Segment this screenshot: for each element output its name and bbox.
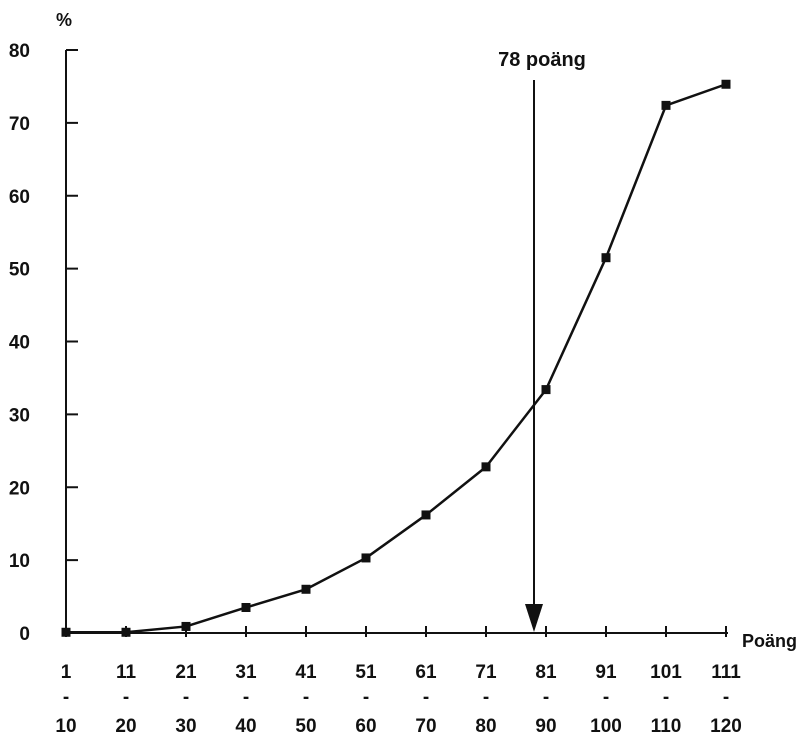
x-tick-label-dash: - [243,687,249,708]
y-tick-label: 70 [9,114,30,135]
x-tick-label-start: 11 [116,662,137,683]
x-tick-label-end: 80 [475,716,496,737]
x-tick-label-start: 21 [175,662,197,683]
data-point-marker [121,627,131,637]
x-tick-label-dash: - [183,687,189,708]
y-tick-label: 80 [9,41,30,62]
y-tick-label: 0 [19,624,30,645]
x-tick-label-dash: - [423,687,429,708]
data-point-marker [421,510,431,520]
x-axis-unit-label: Poäng [742,631,797,651]
x-tick-label-end: 10 [55,716,76,737]
data-point-marker [181,621,191,631]
x-tick-label-end: 110 [651,716,682,737]
x-tick-label-end: 100 [590,716,622,737]
x-tick-label-dash: - [303,687,309,708]
x-tick-label-start: 1 [61,662,72,683]
x-tick-label-dash: - [723,687,729,708]
x-tick-label-end: 90 [535,716,556,737]
x-tick-label-end: 50 [295,716,316,737]
x-tick-label-start: 71 [475,662,497,683]
x-tick-label-dash: - [363,687,369,708]
x-tick-label-end: 70 [415,716,436,737]
x-tick-label-dash: - [663,687,669,708]
x-tick-label-start: 91 [595,662,617,683]
x-tick-label-dash: - [483,687,489,708]
x-tick-label-start: 111 [711,662,741,683]
x-tick-label-start: 51 [355,662,377,683]
x-tick-label-end: 30 [175,716,196,737]
series-line [66,83,727,634]
data-point-marker [481,462,491,472]
y-tick-label: 60 [9,187,30,208]
x-tick-label-start: 101 [650,662,682,683]
x-tick-label-start: 41 [295,662,317,683]
annotation-label: 78 poäng [498,49,586,71]
x-tick-label-end: 40 [235,716,256,737]
data-point-marker [361,553,371,563]
annotation-arrowhead [525,604,543,632]
x-tick-label-dash: - [603,687,609,708]
data-point-marker [601,253,611,263]
y-axis-unit-label: % [56,10,72,30]
y-tick-label: 20 [9,478,30,499]
data-point-marker [541,385,551,395]
data-point-marker [721,79,731,89]
x-tick-label-end: 60 [355,716,376,737]
x-tick-label-end: 120 [710,716,742,737]
x-tick-label-start: 81 [535,662,557,683]
x-tick-label-end: 20 [115,716,136,737]
x-tick-label-start: 31 [235,662,257,683]
y-tick-label: 50 [9,260,30,281]
data-point-marker [301,584,311,594]
y-tick-label: 40 [9,333,30,354]
y-tick-label: 30 [9,405,30,426]
data-point-marker [61,627,71,637]
x-tick-label-dash: - [123,687,129,708]
data-point-marker [241,602,251,612]
x-tick-label-start: 61 [415,662,437,683]
data-point-marker [661,100,671,110]
y-tick-label: 10 [9,551,30,572]
x-tick-label-dash: - [543,687,549,708]
x-tick-label-dash: - [63,687,69,708]
